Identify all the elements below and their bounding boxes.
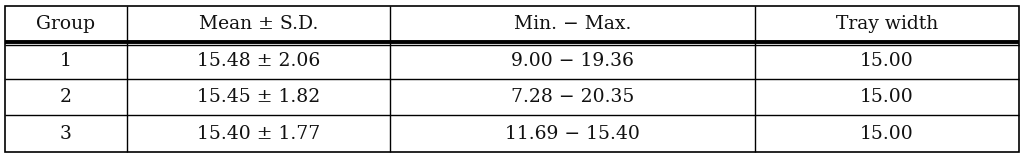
Text: 15.00: 15.00	[860, 88, 914, 106]
Text: 3: 3	[60, 125, 72, 143]
Text: Tray width: Tray width	[836, 15, 938, 33]
Text: 2: 2	[60, 88, 72, 106]
Text: 7.28 − 20.35: 7.28 − 20.35	[511, 88, 635, 106]
Text: Group: Group	[37, 15, 95, 33]
Text: 9.00 − 19.36: 9.00 − 19.36	[511, 52, 634, 70]
Text: 11.69 − 15.40: 11.69 − 15.40	[506, 125, 640, 143]
Text: 15.40 ± 1.77: 15.40 ± 1.77	[197, 125, 321, 143]
Text: 15.00: 15.00	[860, 125, 914, 143]
Text: Min. − Max.: Min. − Max.	[514, 15, 632, 33]
Text: Mean ± S.D.: Mean ± S.D.	[199, 15, 318, 33]
Text: 15.45 ± 1.82: 15.45 ± 1.82	[197, 88, 321, 106]
Text: 1: 1	[60, 52, 72, 70]
Text: 15.48 ± 2.06: 15.48 ± 2.06	[197, 52, 321, 70]
Text: 15.00: 15.00	[860, 52, 914, 70]
